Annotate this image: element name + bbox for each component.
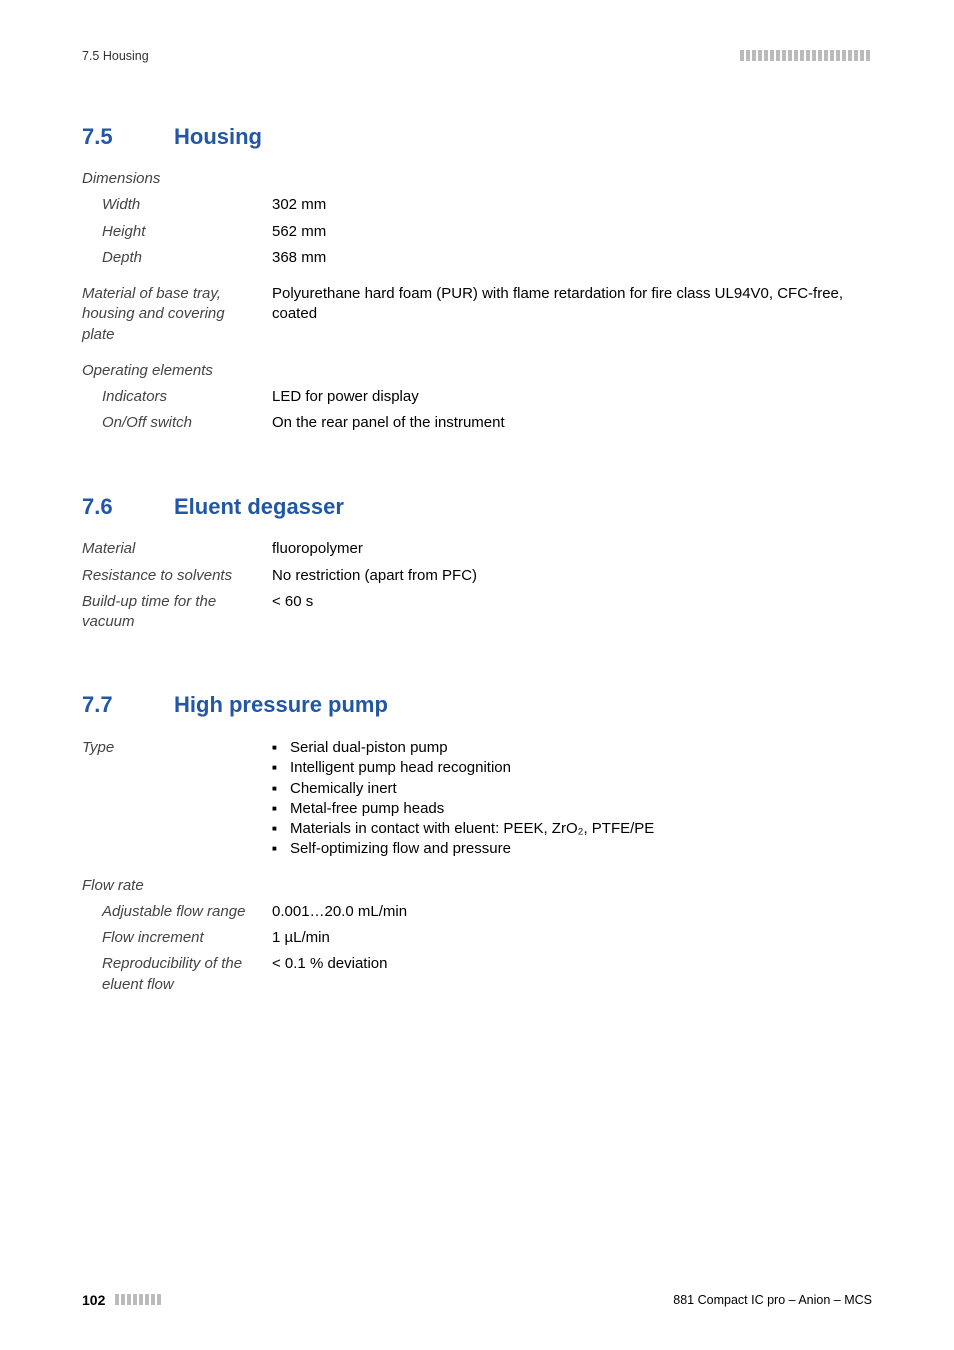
spec-label: On/Off switch bbox=[82, 413, 272, 433]
spec-label: Reproducibility of the eluent flow bbox=[82, 954, 272, 995]
spec-label: Material bbox=[82, 539, 272, 559]
section: 7.5HousingDimensionsWidth302 mmHeight562… bbox=[82, 122, 872, 450]
section-heading: 7.7High pressure pump bbox=[82, 690, 872, 720]
spec-row: Adjustable flow range0.001…20.0 mL/min bbox=[82, 902, 872, 922]
group-heading: Flow rate bbox=[82, 876, 272, 896]
spec-value: 302 mm bbox=[272, 195, 872, 215]
header-ticks bbox=[740, 48, 872, 66]
spec-label: Resistance to solvents bbox=[82, 566, 272, 586]
spec-label: Depth bbox=[82, 248, 272, 268]
section-heading: 7.6Eluent degasser bbox=[82, 492, 872, 522]
page-footer: 102 881 Compact IC pro – Anion – MCS bbox=[82, 1291, 872, 1310]
header-left: 7.5 Housing bbox=[82, 48, 149, 65]
spec-value: No restriction (apart from PFC) bbox=[272, 566, 872, 586]
spec-row: Resistance to solventsNo restriction (ap… bbox=[82, 566, 872, 586]
bullet-list: Serial dual-piston pumpIntelligent pump … bbox=[272, 738, 872, 860]
spec-value: < 60 s bbox=[272, 592, 872, 633]
content: 7.5HousingDimensionsWidth302 mmHeight562… bbox=[82, 122, 872, 1011]
bullet-item: Serial dual-piston pump bbox=[272, 738, 872, 758]
spec-value: LED for power display bbox=[272, 387, 872, 407]
spec-value: 1 µL/min bbox=[272, 928, 872, 948]
spec-label: Width bbox=[82, 195, 272, 215]
spec-value: 0.001…20.0 mL/min bbox=[272, 902, 872, 922]
group-heading-row: Operating elements bbox=[82, 361, 872, 381]
bullet-item: Chemically inert bbox=[272, 779, 872, 799]
spec-value: Polyurethane hard foam (PUR) with flame … bbox=[272, 284, 872, 345]
spec-label: Build-up time for the vacuum bbox=[82, 592, 272, 633]
spec-row: Flow increment1 µL/min bbox=[82, 928, 872, 948]
section: 7.7High pressure pump TypeSerial dual-pis… bbox=[82, 690, 872, 1010]
bullet-item: Self-optimizing flow and pressure bbox=[272, 839, 872, 859]
section-heading: 7.5Housing bbox=[82, 122, 872, 152]
footer-right: 881 Compact IC pro – Anion – MCS bbox=[673, 1292, 872, 1309]
footer-ticks bbox=[115, 1294, 163, 1308]
footer-left: 102 bbox=[82, 1291, 163, 1310]
spec-label: Flow increment bbox=[82, 928, 272, 948]
group-heading-row: Dimensions bbox=[82, 169, 872, 189]
spec-row: IndicatorsLED for power display bbox=[82, 387, 872, 407]
spec-row: Reproducibility of the eluent flow< 0.1 … bbox=[82, 954, 872, 995]
spec-row: Materialfluoropolymer bbox=[82, 539, 872, 559]
section: 7.6Eluent degasserMaterialfluoropolymerR… bbox=[82, 492, 872, 649]
spec-row: On/Off switchOn the rear panel of the in… bbox=[82, 413, 872, 433]
page-header: 7.5 Housing bbox=[82, 48, 872, 66]
spec-row: TypeSerial dual-piston pumpIntelligent p… bbox=[82, 738, 872, 860]
spec-row: Depth368 mm bbox=[82, 248, 872, 268]
spec-value: fluoropolymer bbox=[272, 539, 872, 559]
page-number: 102 bbox=[82, 1292, 105, 1308]
spec-label: Type bbox=[82, 738, 272, 860]
spec-row: Height562 mm bbox=[82, 222, 872, 242]
spec-label: Material of base tray, housing and cover… bbox=[82, 284, 272, 345]
group-heading: Dimensions bbox=[82, 169, 272, 189]
bullet-item: Intelligent pump head recognition bbox=[272, 758, 872, 778]
spec-value: Serial dual-piston pumpIntelligent pump … bbox=[272, 738, 872, 860]
spec-label: Indicators bbox=[82, 387, 272, 407]
bullet-item: Materials in contact with eluent: PEEK, … bbox=[272, 819, 872, 839]
spec-row: Width302 mm bbox=[82, 195, 872, 215]
group-heading: Operating elements bbox=[82, 361, 272, 381]
spec-value: 368 mm bbox=[272, 248, 872, 268]
spec-value: < 0.1 % deviation bbox=[272, 954, 872, 995]
bullet-item: Metal-free pump heads bbox=[272, 799, 872, 819]
spec-value: 562 mm bbox=[272, 222, 872, 242]
spec-row: Build-up time for the vacuum< 60 s bbox=[82, 592, 872, 633]
spec-label: Adjustable flow range bbox=[82, 902, 272, 922]
group-heading-row: Flow rate bbox=[82, 876, 872, 896]
spec-label: Height bbox=[82, 222, 272, 242]
spec-row: Material of base tray, housing and cover… bbox=[82, 284, 872, 345]
spec-value: On the rear panel of the instrument bbox=[272, 413, 872, 433]
